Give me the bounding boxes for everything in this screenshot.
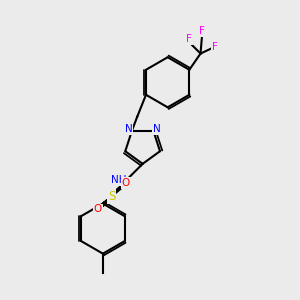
Text: NH: NH xyxy=(111,175,127,185)
Text: O: O xyxy=(122,178,130,188)
Text: F: F xyxy=(186,34,192,44)
Text: N: N xyxy=(153,124,161,134)
Text: N: N xyxy=(124,124,132,134)
Text: F: F xyxy=(199,26,205,37)
Text: F: F xyxy=(212,42,218,52)
Text: O: O xyxy=(94,205,102,214)
Text: S: S xyxy=(108,190,116,203)
